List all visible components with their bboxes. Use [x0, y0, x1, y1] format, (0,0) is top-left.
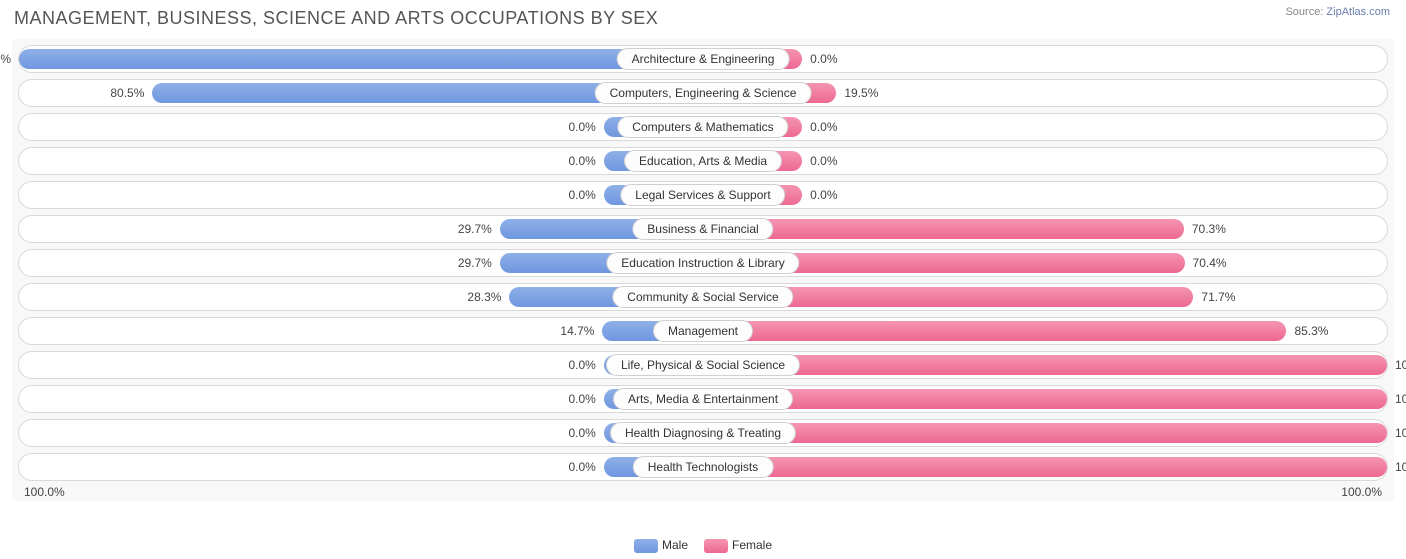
- category-label: Management: [653, 320, 753, 342]
- female-bar: 100.0%: [703, 389, 1387, 409]
- female-half: 70.3%: [703, 216, 1387, 242]
- chart-area: 100.0% 0.0% Architecture & Engineering 80.5…: [12, 39, 1394, 501]
- male-value-label: 0.0%: [568, 392, 595, 406]
- source-prefix: Source:: [1285, 6, 1326, 18]
- male-half: 0.0%: [19, 182, 703, 208]
- legend-female: Female: [704, 538, 772, 553]
- chart-row: 80.5% 19.5% Computers, Engineering & Scien…: [18, 79, 1388, 107]
- bottom-axis: 100.0% 100.0%: [18, 481, 1388, 499]
- female-value-label: 100.0%: [1395, 392, 1406, 406]
- female-swatch: [704, 539, 728, 553]
- axis-right-label: 100.0%: [1341, 485, 1382, 499]
- male-bar: 100.0%: [19, 49, 703, 69]
- male-half: 14.7%: [19, 318, 703, 344]
- male-value-label: 80.5%: [110, 86, 144, 100]
- female-value-label: 0.0%: [810, 154, 837, 168]
- female-value-label: 70.4%: [1193, 256, 1227, 270]
- male-half: 0.0%: [19, 114, 703, 140]
- category-label: Health Diagnosing & Treating: [610, 422, 796, 444]
- male-value-label: 0.0%: [568, 426, 595, 440]
- male-half: 0.0%: [19, 386, 703, 412]
- category-label: Legal Services & Support: [620, 184, 785, 206]
- female-value-label: 100.0%: [1395, 426, 1406, 440]
- category-label: Health Technologists: [633, 456, 774, 478]
- male-value-label: 28.3%: [467, 290, 501, 304]
- male-value-label: 0.0%: [568, 154, 595, 168]
- female-value-label: 85.3%: [1294, 324, 1328, 338]
- male-value-label: 0.0%: [568, 120, 595, 134]
- female-half: 100.0%: [703, 386, 1387, 412]
- female-value-label: 19.5%: [844, 86, 878, 100]
- male-value-label: 0.0%: [568, 188, 595, 202]
- female-half: 100.0%: [703, 420, 1387, 446]
- rows-container: 100.0% 0.0% Architecture & Engineering 80.5…: [18, 45, 1388, 481]
- male-value-label: 100.0%: [0, 52, 11, 66]
- female-half: 71.7%: [703, 284, 1387, 310]
- female-half: 100.0%: [703, 454, 1387, 480]
- female-value-label: 0.0%: [810, 52, 837, 66]
- male-half: 0.0%: [19, 352, 703, 378]
- female-half: 0.0%: [703, 182, 1387, 208]
- female-value-label: 71.7%: [1201, 290, 1235, 304]
- chart-row: 28.3% 71.7% Community & Social Service: [18, 283, 1388, 311]
- chart-row: 29.7%70.3%Business & Financial: [18, 215, 1388, 243]
- chart-row: 0.0% 100.0%Health Diagnosing & Treating: [18, 419, 1388, 447]
- legend-male: Male: [634, 538, 688, 553]
- chart-row: 0.0% 0.0% Computers & Mathematics: [18, 113, 1388, 141]
- chart-row: 0.0% 0.0% Education, Arts & Media: [18, 147, 1388, 175]
- category-label: Education, Arts & Media: [624, 150, 782, 172]
- male-value-label: 0.0%: [568, 460, 595, 474]
- male-value-label: 29.7%: [458, 256, 492, 270]
- female-half: 0.0%: [703, 148, 1387, 174]
- chart-title: MANAGEMENT, BUSINESS, SCIENCE AND ARTS O…: [14, 8, 1394, 29]
- female-value-label: 100.0%: [1395, 358, 1406, 372]
- female-value-label: 0.0%: [810, 120, 837, 134]
- male-swatch: [634, 539, 658, 553]
- female-half: 0.0%: [703, 114, 1387, 140]
- chart-row: 0.0% 0.0% Legal Services & Support: [18, 181, 1388, 209]
- category-label: Life, Physical & Social Science: [606, 354, 800, 376]
- female-half: 0.0%: [703, 46, 1387, 72]
- male-value-label: 14.7%: [560, 324, 594, 338]
- female-bar: 85.3%: [703, 321, 1286, 341]
- female-half: 85.3%: [703, 318, 1387, 344]
- chart-row: 0.0% 100.0%Arts, Media & Entertainment: [18, 385, 1388, 413]
- category-label: Community & Social Service: [612, 286, 793, 308]
- female-bar: 70.3%: [703, 219, 1184, 239]
- male-half: 0.0%: [19, 420, 703, 446]
- male-half: 28.3%: [19, 284, 703, 310]
- female-half: 70.4%: [703, 250, 1387, 276]
- chart-row: 100.0% 0.0% Architecture & Engineering: [18, 45, 1388, 73]
- category-label: Business & Financial: [632, 218, 773, 240]
- category-label: Education Instruction & Library: [606, 252, 799, 274]
- category-label: Computers, Engineering & Science: [595, 82, 812, 104]
- category-label: Computers & Mathematics: [617, 116, 788, 138]
- female-value-label: 70.3%: [1192, 222, 1226, 236]
- male-half: 0.0%: [19, 454, 703, 480]
- category-label: Architecture & Engineering: [617, 48, 790, 70]
- male-half: 0.0%: [19, 148, 703, 174]
- legend: Male Female: [634, 538, 772, 553]
- female-half: 100.0%: [703, 352, 1387, 378]
- female-value-label: 0.0%: [810, 188, 837, 202]
- chart-row: 0.0% 100.0%Life, Physical & Social Scienc…: [18, 351, 1388, 379]
- female-bar: 100.0%: [703, 457, 1387, 477]
- female-bar: 100.0%: [703, 355, 1387, 375]
- male-half: 29.7%: [19, 216, 703, 242]
- male-half: 29.7%: [19, 250, 703, 276]
- chart-row: 0.0% 100.0%Health Technologists: [18, 453, 1388, 481]
- chart-row: 14.7%85.3%Management: [18, 317, 1388, 345]
- male-half: 100.0%: [19, 46, 703, 72]
- female-bar: 100.0%: [703, 423, 1387, 443]
- legend-female-label: Female: [732, 538, 772, 552]
- female-value-label: 100.0%: [1395, 460, 1406, 474]
- category-label: Arts, Media & Entertainment: [613, 388, 793, 410]
- source-attribution: Source: ZipAtlas.com: [1285, 6, 1390, 18]
- male-value-label: 0.0%: [568, 358, 595, 372]
- male-value-label: 29.7%: [458, 222, 492, 236]
- legend-male-label: Male: [662, 538, 688, 552]
- chart-row: 29.7% 70.4% Education Instruction & Librar…: [18, 249, 1388, 277]
- source-link[interactable]: ZipAtlas.com: [1326, 6, 1390, 18]
- axis-left-label: 100.0%: [24, 485, 65, 499]
